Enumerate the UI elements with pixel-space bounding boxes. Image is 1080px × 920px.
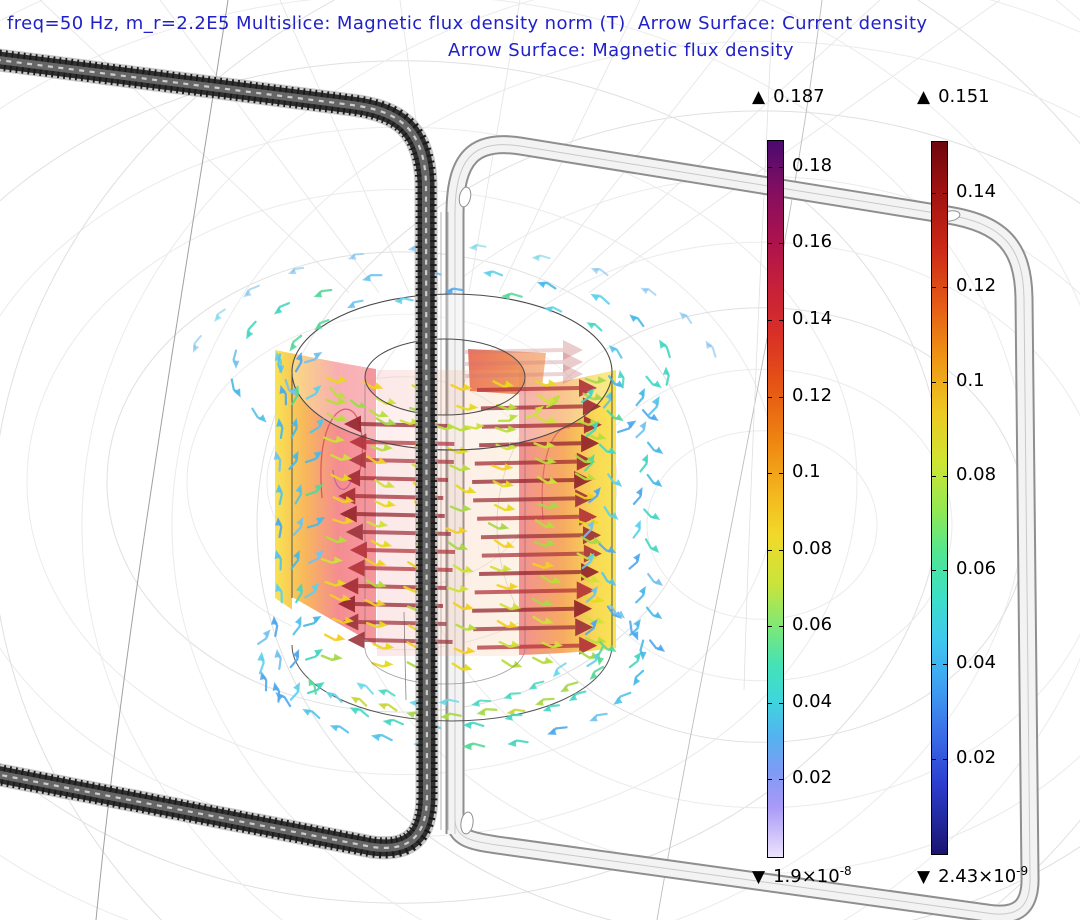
colorbar-tick-mark [943, 287, 947, 289]
radial-field-lines [39, 0, 1001, 293]
magnetic-flux-arrows [192, 244, 717, 751]
colorbar-tick-label: 0.16 [792, 231, 833, 253]
triangle-up-icon: ▲ [917, 87, 931, 107]
colorbar-max-value: 0.187 [773, 86, 825, 107]
colorbar-tick-mark [779, 702, 783, 704]
colorbar-tick-mark [932, 192, 936, 194]
colorbar-tick-mark [943, 758, 947, 760]
colorbar-tick-mark [779, 166, 783, 168]
colorbar-min-value: 1.9×10 [773, 866, 840, 887]
triangle-up-icon: ▲ [752, 87, 766, 107]
colorbar-tick-mark [943, 664, 947, 666]
colorbar-arrow-flux-max: ▲ 0.151 [917, 86, 990, 107]
colorbar-min-exponent: -9 [1016, 864, 1029, 878]
colorbar-tick-label: 0.08 [956, 463, 997, 485]
colorbar-tick-mark [768, 473, 772, 475]
colorbar-tick-mark [768, 396, 772, 398]
colorbar-tick-mark [932, 381, 936, 383]
colorbar-tick-mark [768, 626, 772, 628]
colorbar-tick-mark [768, 779, 772, 781]
colorbar-tick-mark [932, 287, 936, 289]
colorbar-tick-mark [779, 626, 783, 628]
colorbar-tick-mark [768, 549, 772, 551]
colorbar-tick-mark [943, 475, 947, 477]
colorbar-tick-label: 0.12 [956, 275, 997, 297]
colorbar-tick-mark [943, 192, 947, 194]
colorbar-min-exponent: -8 [839, 864, 852, 878]
colorbar-tick-label: 0.12 [792, 384, 833, 406]
colorbar-tick-label: 0.06 [956, 558, 997, 580]
colorbar-tick-mark [768, 166, 772, 168]
colorbar-tick-mark [779, 396, 783, 398]
colorbar-multislice-min: ▼ 1.9×10-8 [752, 864, 852, 887]
colorbar-tick-mark [932, 664, 936, 666]
colorbar-tick-label: 0.04 [956, 652, 997, 674]
colorbar-tick-mark [932, 570, 936, 572]
colorbar-tick-mark [932, 475, 936, 477]
colorbar-tick-mark [932, 758, 936, 760]
colorbar-arrow-flux [931, 141, 948, 855]
colorbar-tick-label: 0.1 [792, 461, 821, 483]
colorbar-tick-label: 0.02 [956, 746, 997, 768]
left-coil-wire [0, 48, 439, 860]
colorbar-tick-mark [943, 381, 947, 383]
colorbar-tick-mark [779, 320, 783, 321]
colorbar-tick-mark [779, 243, 783, 245]
colorbar-tick-mark [768, 702, 772, 704]
colorbar-tick-label: 0.14 [956, 180, 997, 202]
colorbar-tick-mark [779, 549, 783, 551]
surface-flux-arrows [320, 375, 607, 721]
colorbar-tick-mark [779, 473, 783, 475]
colorbar-tick-label: 0.02 [792, 767, 833, 789]
colorbar-tick-mark [768, 320, 772, 321]
colorbar-tick-mark [768, 243, 772, 245]
colorbar-multislice-max: ▲ 0.187 [752, 86, 825, 107]
colorbar-tick-label: 0.04 [792, 690, 833, 712]
colorbar-multislice [767, 140, 784, 858]
colorbar-arrow-flux-min: ▼ 2.43×10-9 [917, 864, 1028, 887]
colorbar-tick-label: 0.08 [792, 537, 833, 559]
colorbar-tick-label: 0.06 [792, 614, 833, 636]
colorbar-tick-label: 0.14 [792, 308, 833, 329]
colorbar-min-value: 2.43×10 [938, 866, 1017, 887]
plot-title-line1: freq=50 Hz, m_r=2.2E5 Multislice: Magnet… [7, 13, 928, 34]
triangle-down-icon: ▼ [917, 867, 931, 887]
colorbar-tick-label: 0.1 [956, 369, 985, 391]
colorbar-tick-mark [779, 779, 783, 781]
colorbar-tick-mark [943, 570, 947, 572]
triangle-down-icon: ▼ [752, 867, 766, 887]
colorbar-max-value: 0.151 [938, 86, 990, 107]
colorbar-tick-label: 0.18 [792, 154, 833, 176]
plot-title-line2: Arrow Surface: Magnetic flux density [448, 40, 794, 61]
